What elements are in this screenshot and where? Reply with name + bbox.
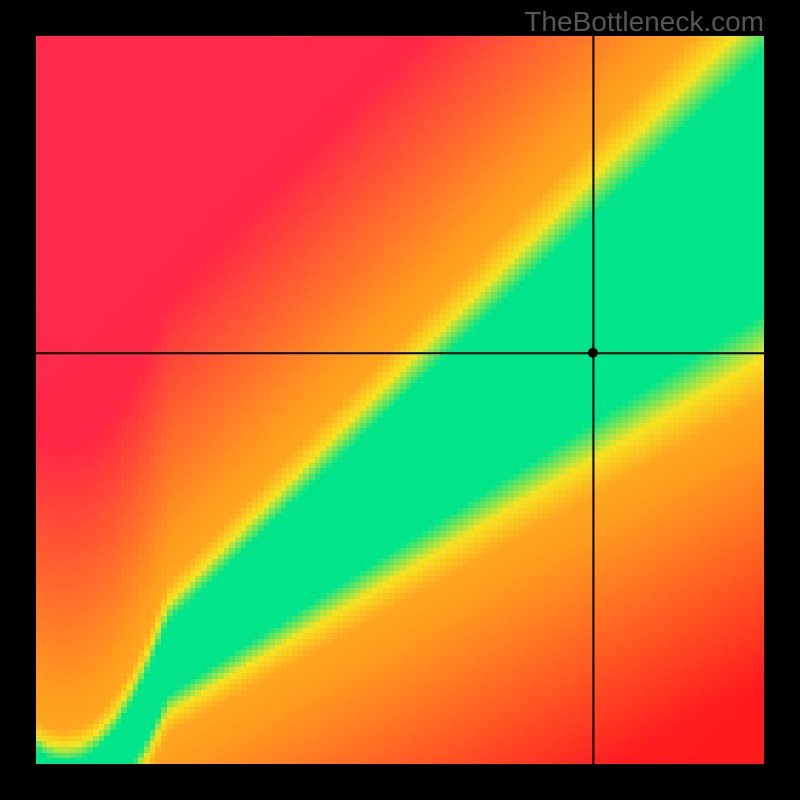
chart-container: TheBottleneck.com <box>0 0 800 800</box>
plot-area <box>36 36 764 764</box>
heatmap-canvas <box>36 36 764 764</box>
watermark-text: TheBottleneck.com <box>524 6 764 38</box>
